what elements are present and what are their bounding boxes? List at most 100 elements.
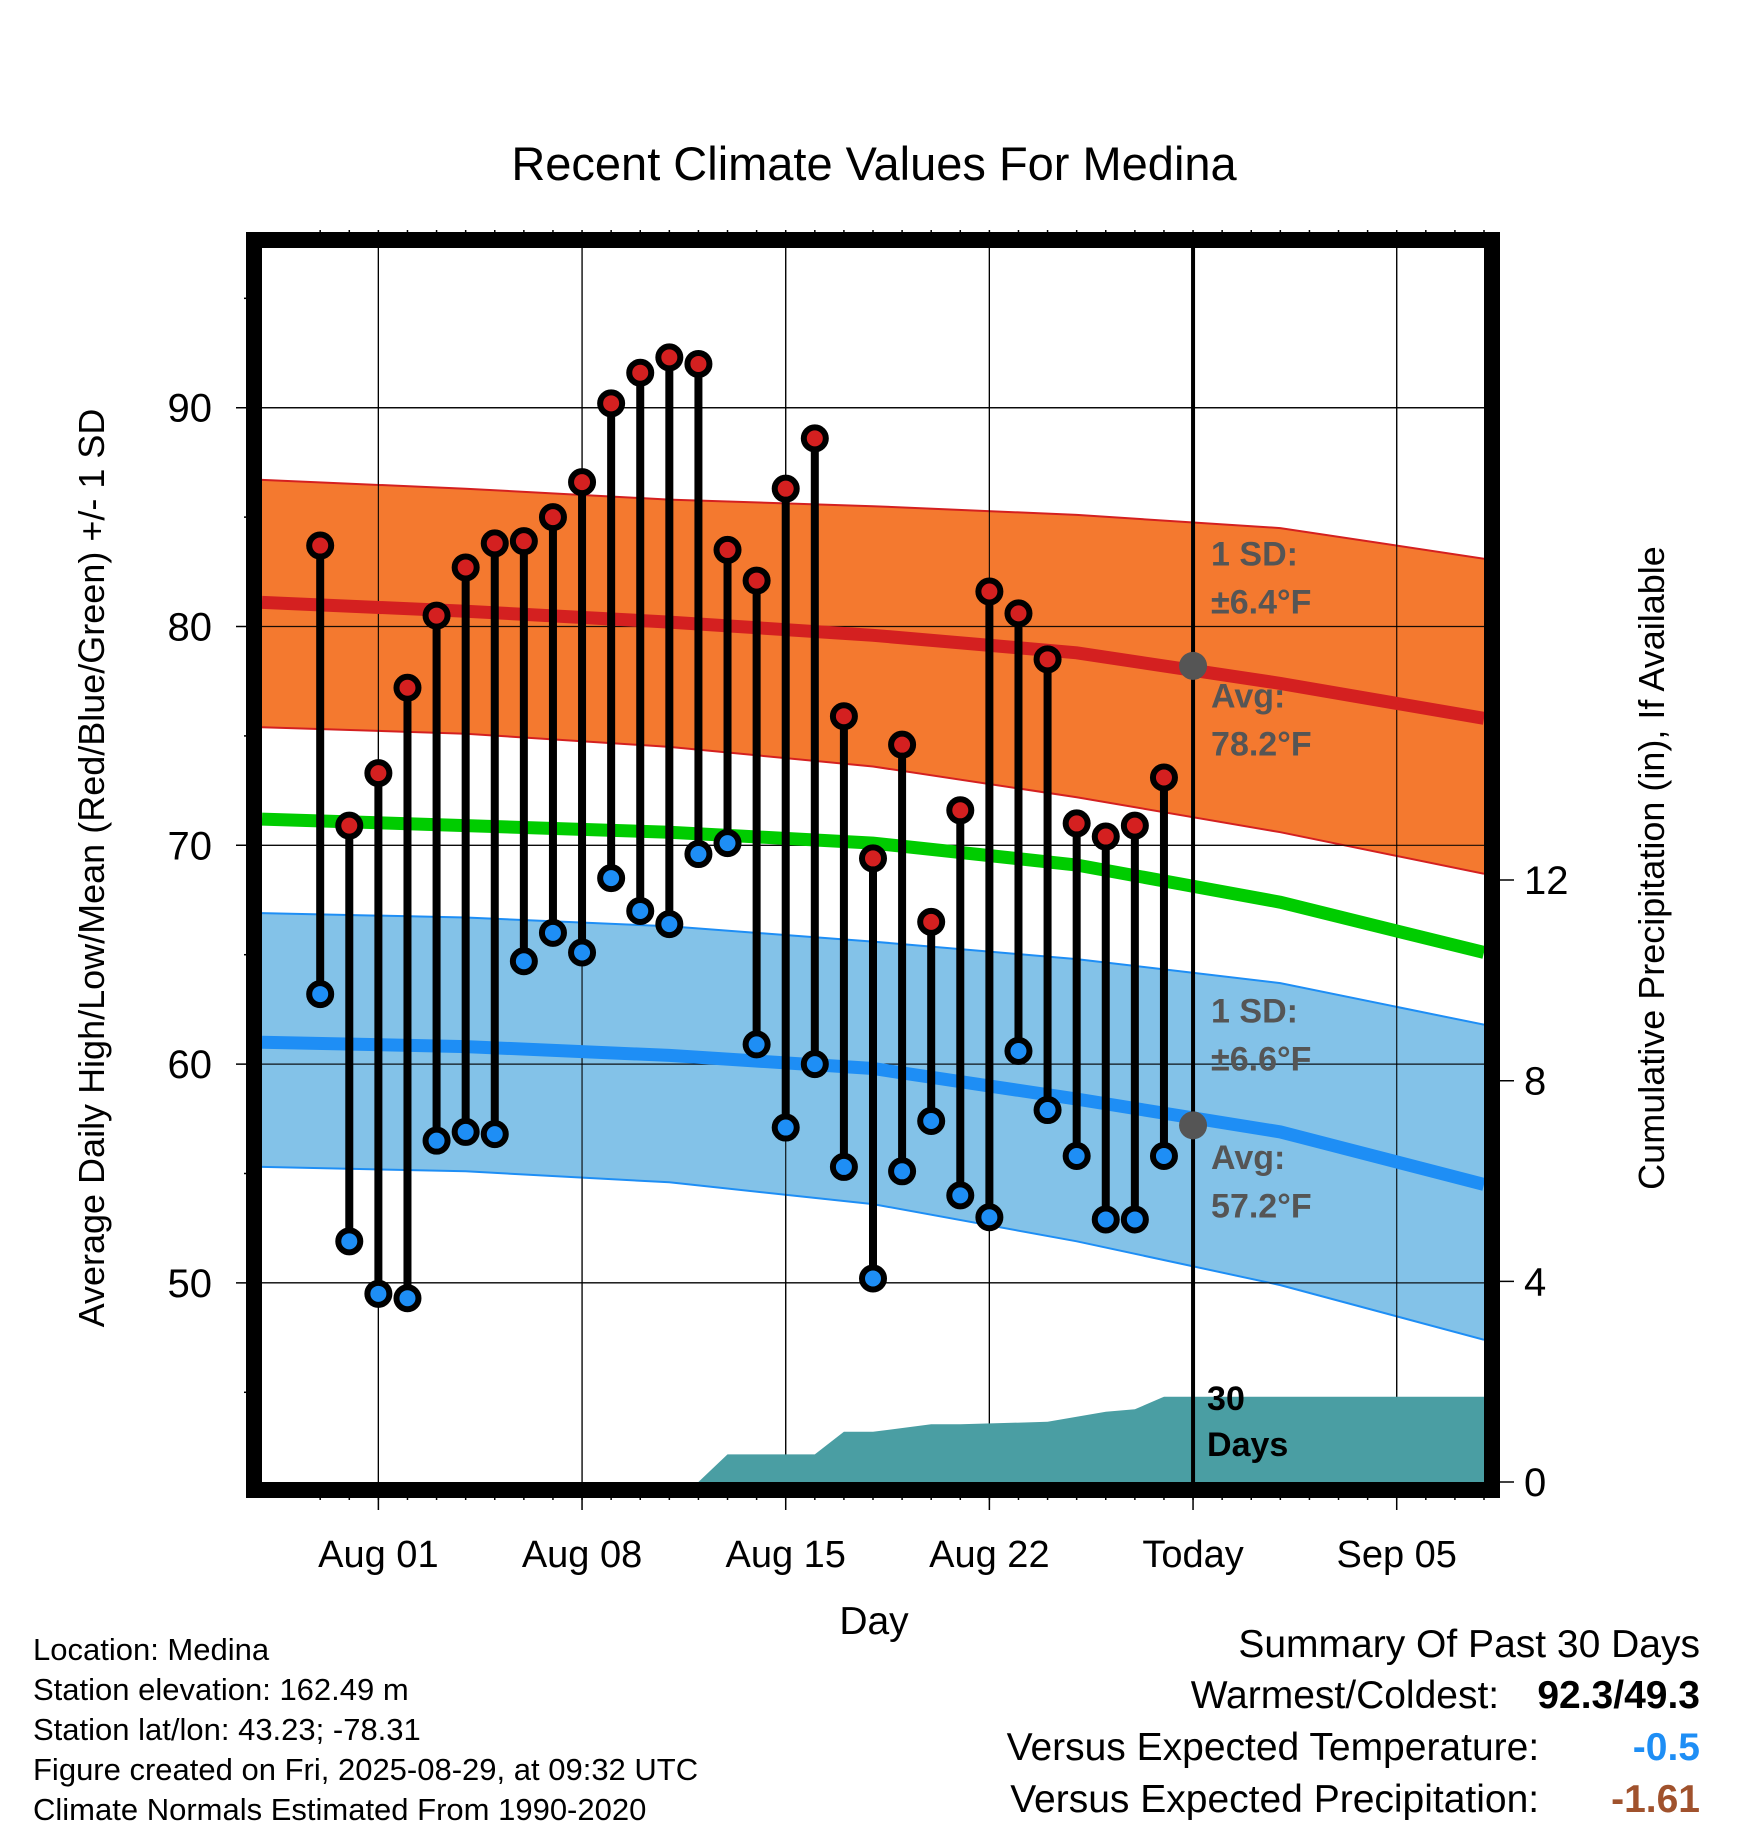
obs-low-point (917, 1106, 946, 1135)
obs-low-point (655, 910, 684, 939)
days-label-word: Days (1207, 1426, 1288, 1464)
temp-label: Versus Expected Temperature: (1006, 1726, 1540, 1769)
obs-high-point (306, 531, 335, 560)
obs-high-point (742, 566, 771, 595)
obs-high-point (509, 527, 538, 556)
obs-high-point (1033, 645, 1062, 674)
low-sd-label: 1 SD: (1211, 993, 1298, 1031)
obs-high-point (538, 503, 567, 532)
latlon-text: Station lat/lon: 43.23; -78.31 (33, 1712, 421, 1747)
normals-text: Climate Normals Estimated From 1990-2020 (33, 1792, 647, 1827)
summary-warmest-row: Warmest/Coldest: 92.3/49.3 (940, 1670, 1700, 1722)
y2-axis-label: Cumulative Precipitation (in), If Availa… (1631, 546, 1672, 1190)
obs-low-point (1062, 1141, 1091, 1170)
obs-high-point (1004, 599, 1033, 628)
obs-high-point (626, 358, 655, 387)
y-tick-label: 90 (168, 387, 213, 431)
obs-high-point (335, 811, 364, 840)
obs-low-point (538, 918, 567, 947)
summary-temp-row: Versus Expected Temperature: -0.5 (940, 1722, 1700, 1774)
obs-low-point (975, 1203, 1004, 1232)
obs-high-point (1062, 809, 1091, 838)
days-label-number: 30 (1207, 1380, 1245, 1418)
x-tick-label: Aug 15 (725, 1534, 845, 1576)
obs-high-point (946, 796, 975, 825)
high-sd-value: ±6.4°F (1211, 583, 1311, 621)
x-tick-label: Aug 22 (929, 1534, 1049, 1576)
created-text: Figure created on Fri, 2025-08-29, at 09… (33, 1752, 699, 1787)
y-tick-label: 60 (168, 1043, 213, 1087)
precip-area (698, 1396, 1484, 1482)
y-axis-label: Average Daily High/Low/Mean (Red/Blue/Gr… (71, 409, 112, 1328)
obs-low-point (597, 864, 626, 893)
obs-low-point (859, 1264, 887, 1293)
obs-high-point (1091, 822, 1120, 851)
obs-high-point (1149, 763, 1178, 792)
obs-high-point (859, 844, 887, 873)
obs-low-point (1033, 1096, 1062, 1125)
precip-label: Versus Expected Precipitation: (1010, 1778, 1540, 1821)
obs-high-point (393, 673, 422, 702)
warmest-value: 92.3/49.3 (1537, 1674, 1700, 1717)
obs-high-point (568, 468, 597, 497)
obs-low-point (713, 829, 742, 858)
obs-low-point (568, 938, 597, 967)
obs-low-point (800, 1050, 829, 1079)
obs-low-point (393, 1284, 422, 1313)
high-sd-label: 1 SD: (1211, 535, 1298, 573)
obs-low-point (364, 1279, 393, 1308)
high-avg-value: 78.2°F (1211, 726, 1312, 764)
obs-low-point (480, 1120, 509, 1149)
today-high-avg-marker (1179, 651, 1208, 680)
obs-low-point (509, 947, 538, 976)
y-tick-label: 50 (168, 1262, 213, 1306)
summary-panel: Summary Of Past 30 Days Warmest/Coldest:… (940, 1620, 1700, 1826)
y-tick-label: 70 (168, 824, 213, 868)
obs-high-point (451, 553, 480, 582)
obs-low-point (742, 1030, 771, 1059)
elevation-text: Station elevation: 162.49 m (33, 1672, 409, 1707)
summary-precip-row: Versus Expected Precipitation: -1.61 (940, 1774, 1700, 1826)
temp-value: -0.5 (1632, 1726, 1700, 1769)
station-info: Location: Medina Station elevation: 162.… (33, 1630, 698, 1830)
low-sd-value: ±6.6°F (1211, 1041, 1311, 1079)
plot-area: 1 SD: ±6.4°F Avg: 78.2°F 1 SD: ±6.6°F Avg: 57.2… (262, 248, 1484, 1482)
obs-high-point (917, 907, 946, 936)
obs-high-point (480, 529, 509, 558)
x-axis-label: Day (839, 1600, 909, 1643)
low-avg-value: 57.2°F (1211, 1187, 1312, 1225)
high-sd-upper-line (262, 478, 1484, 560)
obs-low-point (335, 1227, 364, 1256)
obs-low-point (306, 980, 335, 1009)
x-tick-label: Today (1142, 1534, 1243, 1576)
obs-low-point (1149, 1141, 1178, 1170)
location-text: Location: Medina (33, 1632, 270, 1667)
obs-low-point (888, 1157, 917, 1186)
high-avg-label: Avg: (1211, 677, 1285, 715)
obs-high-point (655, 343, 684, 372)
obs-low-point (626, 896, 655, 925)
obs-high-point (597, 389, 626, 418)
chart-title: Recent Climate Values For Medina (511, 137, 1237, 190)
obs-low-point (422, 1126, 451, 1155)
obs-high-point (771, 474, 800, 503)
obs-high-point (888, 730, 917, 759)
today-low-avg-marker (1179, 1111, 1208, 1140)
obs-high-point (713, 535, 742, 564)
low-avg-label: Avg: (1211, 1139, 1285, 1177)
obs-low-point (1004, 1036, 1033, 1065)
y2-tick-label: 8 (1524, 1060, 1546, 1104)
obs-high-point (1120, 811, 1149, 840)
y-tick-label: 80 (168, 606, 213, 650)
y2-tick-label: 4 (1524, 1260, 1546, 1304)
obs-high-point (975, 577, 1004, 606)
x-tick-label: Aug 01 (318, 1534, 438, 1576)
obs-high-point (800, 424, 829, 453)
obs-low-point (771, 1113, 800, 1142)
y2-tick-label: 12 (1524, 859, 1569, 903)
obs-high-point (829, 702, 858, 731)
warmest-label: Warmest/Coldest: (1190, 1674, 1500, 1717)
obs-high-point (422, 601, 451, 630)
high-sd-band (262, 479, 1484, 874)
